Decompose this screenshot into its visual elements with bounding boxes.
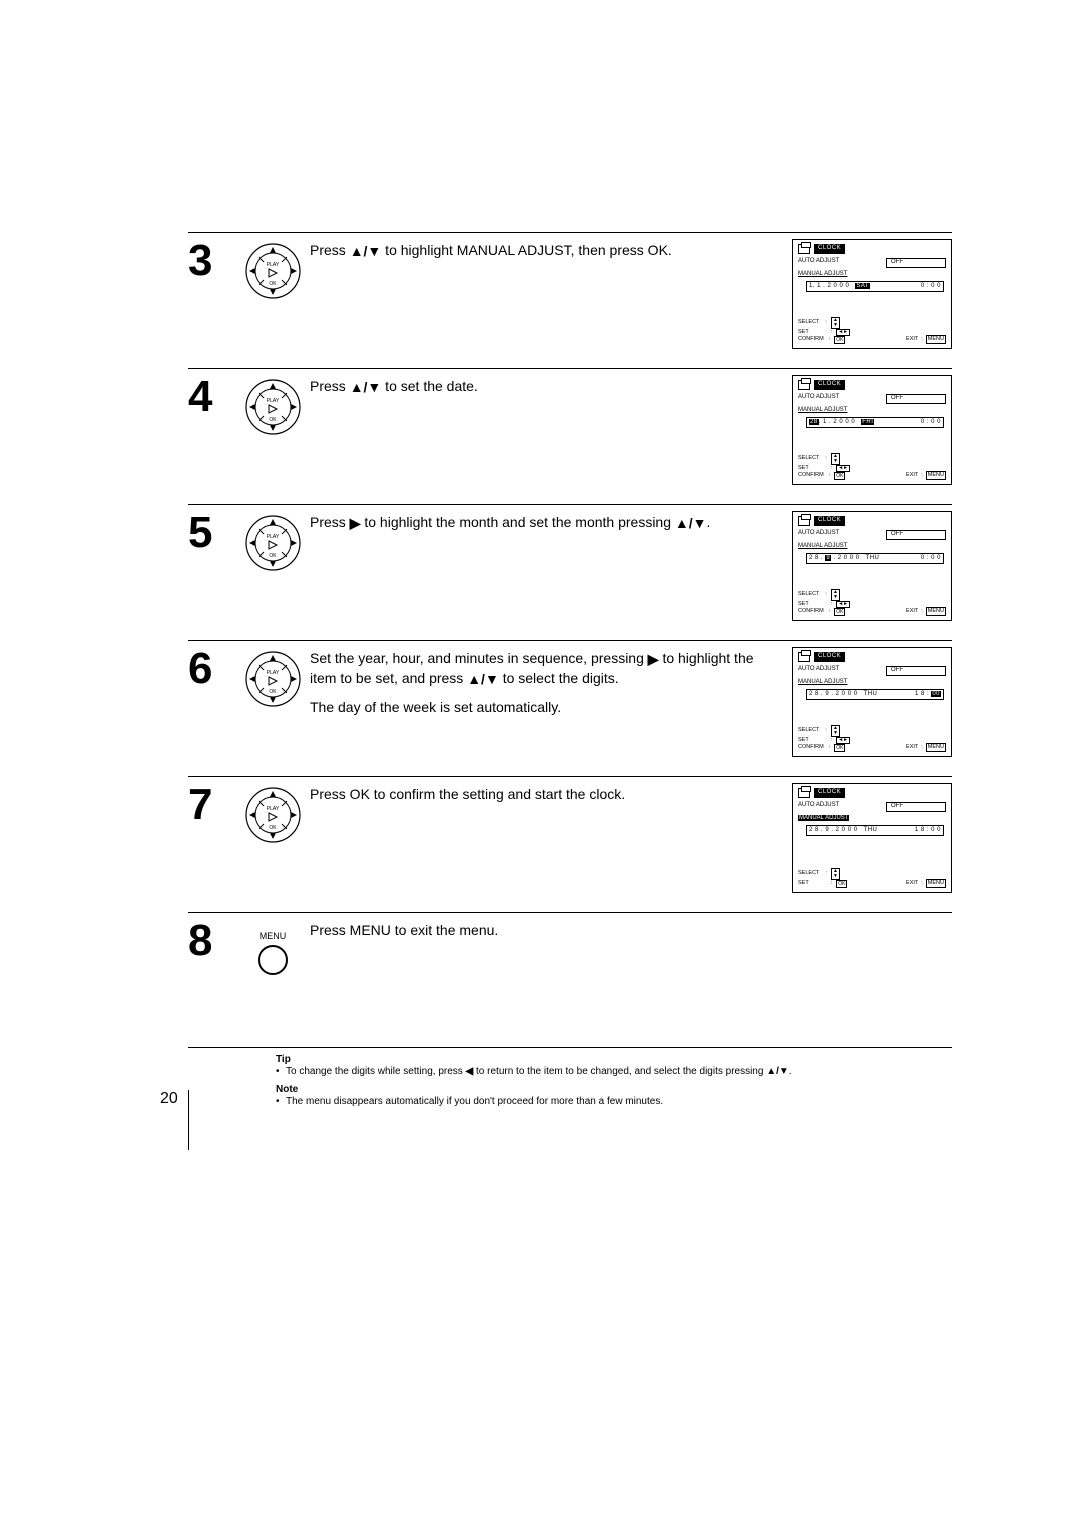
step-instruction: Press ▲/▼ to set the date. — [310, 375, 782, 498]
clock-icon — [798, 244, 810, 254]
auto-adjust-label: AUTO ADJUST — [798, 802, 839, 812]
nav-wheel-icon: PLAY OK — [245, 243, 301, 299]
step-4: 4 PLAY OK Press ▲/▼ to set the date. CLO… — [188, 368, 952, 504]
osd-screen: CLOCK AUTO ADJUSTOFF MANUAL ADJUST 2 8 .… — [792, 783, 952, 893]
svg-text:OK: OK — [269, 417, 277, 423]
menu-label: MENU — [926, 879, 946, 888]
step-number: 6 — [188, 647, 240, 770]
auto-adjust-label: AUTO ADJUST — [798, 530, 839, 540]
exit-label: EXIT — [906, 608, 918, 615]
off-value: OFF — [886, 530, 946, 540]
nav-wheel-icon: PLAY OK — [245, 515, 301, 571]
steps-list: 3 PLAY OK Press ▲/▼ to highlight MANUAL … — [188, 232, 952, 1048]
date-row: 1. 1 . 2 0 0 0SAT0 : 0 0 — [806, 281, 944, 293]
step-number: 8 — [188, 919, 240, 1041]
menu-button-icon: MENU — [258, 923, 288, 1041]
margin-rule — [188, 1090, 189, 1150]
page-number: 20 — [160, 1090, 178, 1108]
step-3: 3 PLAY OK Press ▲/▼ to highlight MANUAL … — [188, 232, 952, 368]
exit-label: EXIT — [906, 472, 918, 479]
exit-label: EXIT — [906, 880, 918, 887]
menu-label: MENU — [926, 743, 946, 752]
step-instruction: Press ▲/▼ to highlight MANUAL ADJUST, th… — [310, 239, 782, 362]
step-instruction: Press MENU to exit the menu. — [310, 919, 952, 1041]
off-value: OFF — [886, 802, 946, 812]
svg-text:PLAY: PLAY — [267, 534, 280, 540]
exit-label: EXIT — [906, 336, 918, 343]
step-7: 7 PLAY OK Press OK to confirm the settin… — [188, 776, 952, 912]
nav-wheel-icon: PLAY OK — [245, 379, 301, 435]
off-value: OFF — [886, 666, 946, 676]
tip-label: Tip — [276, 1054, 952, 1065]
off-value: OFF — [886, 394, 946, 404]
step-number: 4 — [188, 375, 240, 498]
screen-title: CLOCK — [814, 788, 845, 798]
svg-text:OK: OK — [269, 553, 277, 559]
step-instruction: Set the year, hour, and minutes in seque… — [310, 647, 782, 770]
screen-title: CLOCK — [814, 652, 845, 662]
off-value: OFF — [886, 258, 946, 268]
screen-title: CLOCK — [814, 244, 845, 254]
auto-adjust-label: AUTO ADJUST — [798, 394, 839, 404]
auto-adjust-label: AUTO ADJUST — [798, 258, 839, 268]
clock-icon — [798, 516, 810, 526]
osd-screen: CLOCK AUTO ADJUSTOFF MANUAL ADJUST 28. 1… — [792, 375, 952, 485]
manual-page: 3 PLAY OK Press ▲/▼ to highlight MANUAL … — [0, 0, 1080, 1108]
step-5: 5 PLAY OK Press ▶ to highlight the month… — [188, 504, 952, 640]
tip-section: Tip To change the digits while setting, … — [188, 1048, 952, 1108]
nav-wheel-icon: PLAY OK — [245, 651, 301, 707]
svg-text:PLAY: PLAY — [267, 262, 280, 268]
screen-title: CLOCK — [814, 380, 845, 390]
step-number: 3 — [188, 239, 240, 362]
osd-screen: CLOCK AUTO ADJUSTOFF MANUAL ADJUST 1. 1 … — [792, 239, 952, 349]
step-instruction: Press OK to confirm the setting and star… — [310, 783, 782, 906]
date-row: 2 8 . 9 . 2 0 0 0THU1 8 : 0 0 — [806, 825, 944, 837]
auto-adjust-label: AUTO ADJUST — [798, 666, 839, 676]
screen-title: CLOCK — [814, 516, 845, 526]
menu-label: MENU — [926, 607, 946, 616]
clock-icon — [798, 652, 810, 662]
svg-text:PLAY: PLAY — [267, 398, 280, 404]
step-6: 6 PLAY OK Set the year, hour, and minute… — [188, 640, 952, 776]
svg-text:PLAY: PLAY — [267, 806, 280, 812]
step-number: 5 — [188, 511, 240, 634]
nav-wheel-icon: PLAY OK — [245, 787, 301, 843]
step-number: 7 — [188, 783, 240, 906]
step-8: 8 MENU Press MENU to exit the menu. — [188, 912, 952, 1048]
date-row: 2 8 . 9 . 2 0 0 0THU1 8 : 00 — [806, 689, 944, 701]
tip-text: To change the digits while setting, pres… — [276, 1065, 952, 1078]
clock-icon — [798, 788, 810, 798]
svg-text:OK: OK — [269, 689, 277, 695]
svg-text:PLAY: PLAY — [267, 670, 280, 676]
menu-label: MENU — [926, 335, 946, 344]
osd-screen: CLOCK AUTO ADJUSTOFF MANUAL ADJUST 2 8 .… — [792, 647, 952, 757]
date-row: 2 8 . 9 . 2 0 0 0THU0 : 0 0 — [806, 553, 944, 565]
step-instruction: Press ▶ to highlight the month and set t… — [310, 511, 782, 634]
menu-label: MENU — [926, 471, 946, 480]
exit-label: EXIT — [906, 744, 918, 751]
note-text: The menu disappears automatically if you… — [276, 1095, 952, 1108]
osd-screen: CLOCK AUTO ADJUSTOFF MANUAL ADJUST 2 8 .… — [792, 511, 952, 621]
svg-text:OK: OK — [269, 825, 277, 831]
clock-icon — [798, 380, 810, 390]
date-row: 28. 1 . 2 0 0 0FRI0 : 0 0 — [806, 417, 944, 429]
note-label: Note — [276, 1084, 952, 1095]
svg-text:OK: OK — [269, 281, 277, 287]
